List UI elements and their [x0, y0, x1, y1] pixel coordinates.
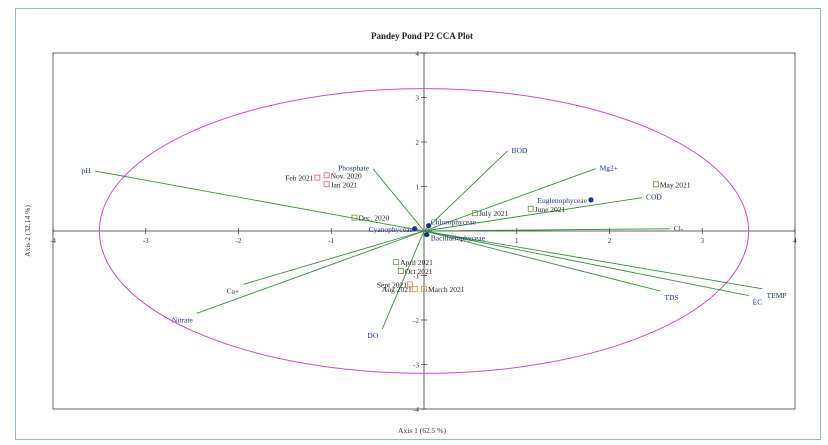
env-vector-label: Cl-	[674, 224, 684, 233]
x-tick-label: 4	[793, 237, 797, 245]
env-vector-label: DO	[367, 331, 378, 340]
x-tick-label: -1	[328, 237, 334, 245]
x-tick-label: -2	[236, 237, 242, 245]
species-point	[588, 197, 594, 203]
sample-marker	[323, 181, 330, 188]
sample-label: Feb 2021	[285, 174, 313, 183]
species-label: Chlorophyceae	[431, 218, 477, 227]
env-vector-label: Phosphate	[338, 164, 370, 173]
env-vector-label: TEMP	[767, 291, 787, 300]
sample-label: Jan 2021	[331, 180, 358, 189]
species-point	[426, 223, 432, 229]
env-vector-line	[423, 228, 670, 232]
sample-marker	[351, 214, 358, 221]
y-tick-label: -3	[413, 362, 419, 370]
sample-label: March 2021	[428, 285, 465, 294]
env-vector-line	[372, 168, 425, 232]
sample-label: Sept 2021	[377, 280, 407, 289]
env-vector-label: Nitrate	[172, 315, 193, 324]
ellipse-layer	[98, 88, 750, 374]
samples-layer: Nov. 2020 Feb 2021 Jan 2021 Dec. 2020 July 2…	[285, 171, 691, 293]
chart-title: Pandey Pond P2 CCA Plot	[371, 31, 473, 41]
sample-marker	[314, 174, 321, 181]
species-label: Euglenophyceae	[537, 196, 587, 205]
x-tick-label: -4	[50, 237, 56, 245]
species-label: Bacillariophyceae	[431, 234, 486, 243]
sample-marker	[411, 285, 418, 292]
y-tick-label: 3	[416, 95, 420, 103]
x-tick-label: 2	[608, 237, 612, 245]
sample-label: May 2021	[660, 180, 691, 189]
env-vector-line	[94, 170, 425, 232]
env-vector-line	[243, 230, 425, 285]
sample-marker	[397, 268, 404, 274]
sample-marker	[407, 281, 413, 288]
env-vector-label: TDS	[665, 293, 679, 302]
species-point	[424, 231, 430, 238]
sample-label: June 2021	[535, 205, 566, 214]
x-axis-label: Axis 1 (62.5 %)	[398, 426, 446, 435]
env-vector-line	[423, 230, 661, 292]
sample-label: Nov. 2020	[331, 171, 362, 180]
env-vector-line	[423, 150, 508, 232]
y-tick-label: 2	[416, 139, 420, 147]
sample-label: Aug 2021	[382, 285, 412, 294]
env-vector-label: COD	[646, 193, 662, 202]
env-vector-line	[381, 230, 425, 330]
env-vector-label: Ca+	[227, 286, 240, 295]
species-point	[412, 226, 418, 232]
sample-marker	[393, 259, 400, 266]
y-tick-label: 1	[416, 184, 420, 192]
sample-label: July 2021	[479, 209, 509, 218]
env-vector-line	[423, 197, 643, 232]
sample-marker	[323, 172, 330, 179]
sample-marker	[652, 181, 659, 188]
chart-frame: Pandey Pond P2 CCA Plot -4 -3 -2 -1 1 2 3 4 4 3 2 1…	[15, 8, 821, 440]
confidence-ellipse	[98, 88, 750, 374]
y-tick-label: -1	[413, 273, 419, 281]
sample-marker	[527, 205, 534, 212]
vectors-layer: pH Phosphate BOD Mg2+ COD Cl- TDS EC TEMP Ca+ Nitr…	[82, 146, 787, 340]
env-vector-label: BOD	[511, 146, 527, 155]
y-axis-label: Axis 2 (32.14 %)	[23, 205, 32, 257]
y-tick-label: -2	[413, 317, 419, 325]
env-vector-label: Mg2+	[600, 164, 618, 173]
env-vector-label: EC	[753, 298, 763, 307]
x-tick-label: 1	[515, 237, 519, 245]
species-label: Cyanophyceae	[369, 225, 414, 234]
env-vector-line	[423, 230, 749, 296]
sample-label: Oct 2021	[405, 267, 433, 276]
species-layer: Euglenophyceae Chlorophyceae Cyanophyceae B…	[369, 196, 594, 243]
x-tick-label: 3	[701, 237, 705, 245]
y-tick-label: 4	[416, 50, 420, 58]
env-vector-line	[423, 168, 596, 232]
env-vector-line	[423, 230, 763, 290]
env-vector-label: pH	[82, 166, 92, 175]
sample-label: Dec. 2020	[358, 214, 389, 223]
y-tick-label: -4	[413, 406, 419, 414]
sample-marker	[421, 285, 427, 292]
x-tick-label: -3	[143, 237, 149, 245]
cca-plot: Pandey Pond P2 CCA Plot -4 -3 -2 -1 1 2 3 4 4 3 2 1…	[23, 31, 797, 435]
sample-marker	[472, 210, 478, 217]
axes-layer: -4 -3 -2 -1 1 2 3 4 4 3 2 1 -1 -2 -3 -4	[50, 50, 797, 414]
sample-label: April 2021	[400, 258, 433, 267]
env-vector-line	[196, 230, 425, 314]
